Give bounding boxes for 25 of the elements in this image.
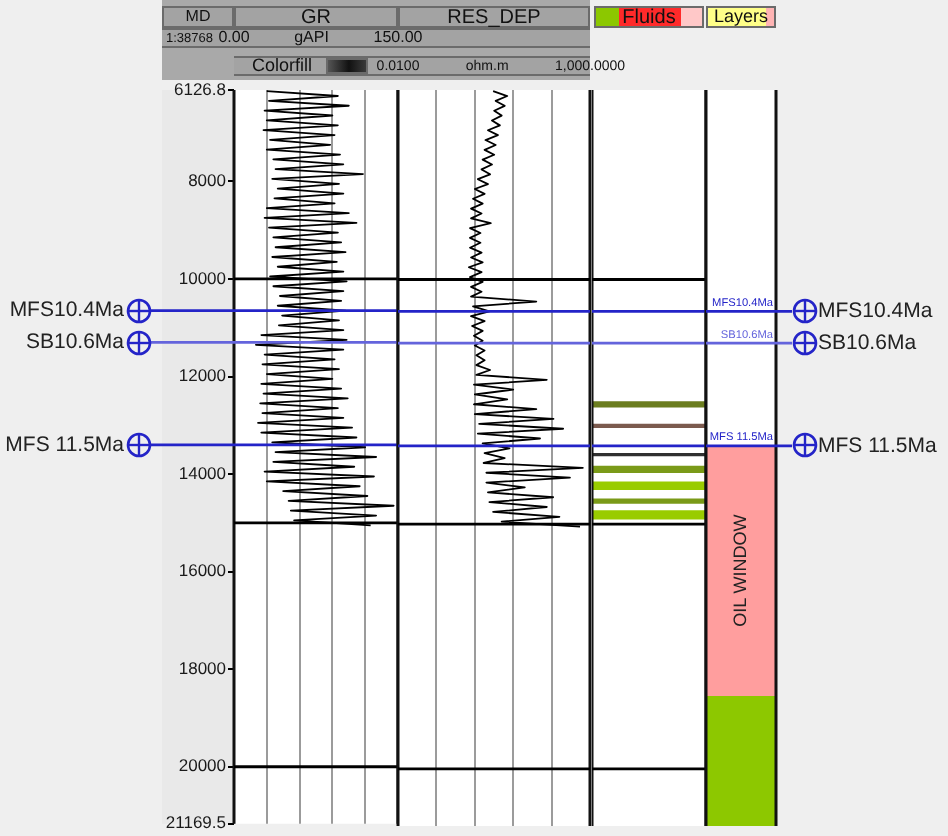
y-tick-label: 20000 <box>178 755 227 776</box>
y-tick-label: 6126.8 <box>174 78 227 99</box>
y-tick-label: 21169.5 <box>165 812 227 833</box>
y-tick-label: 8000 <box>188 170 227 191</box>
x-tick-label: Layers <box>713 5 770 26</box>
y-tick-label: 16000 <box>178 560 227 581</box>
x-axis-title: gAPI <box>294 28 329 47</box>
chart-title: RES_DEP <box>447 6 542 29</box>
y-tick-label: 10000 <box>178 267 227 288</box>
y-axis-title: MD <box>185 7 211 26</box>
y-tick-label: 18000 <box>178 657 227 678</box>
x-tick-label: Fluids <box>622 6 676 29</box>
chart-title: GR <box>301 6 331 29</box>
x-tick-label: 0.00 <box>218 28 251 47</box>
data-label: OIL WINDOW <box>729 513 750 627</box>
text: MFS10.4Ma <box>818 299 933 324</box>
x-tick-label: 150.00 <box>373 28 424 47</box>
y-tick-label: 14000 <box>178 462 227 483</box>
ref-line-label: SB10.6Ma <box>25 330 125 355</box>
text: Colorfill <box>251 54 313 75</box>
text: SB10.6Ma <box>818 330 917 355</box>
text: MFS 11.5Ma <box>818 433 937 458</box>
ref-line-label: MFS10.4Ma <box>9 298 125 323</box>
y-tick-label: 12000 <box>178 365 227 386</box>
ref-line-label: MFS 11.5Ma <box>5 432 125 457</box>
